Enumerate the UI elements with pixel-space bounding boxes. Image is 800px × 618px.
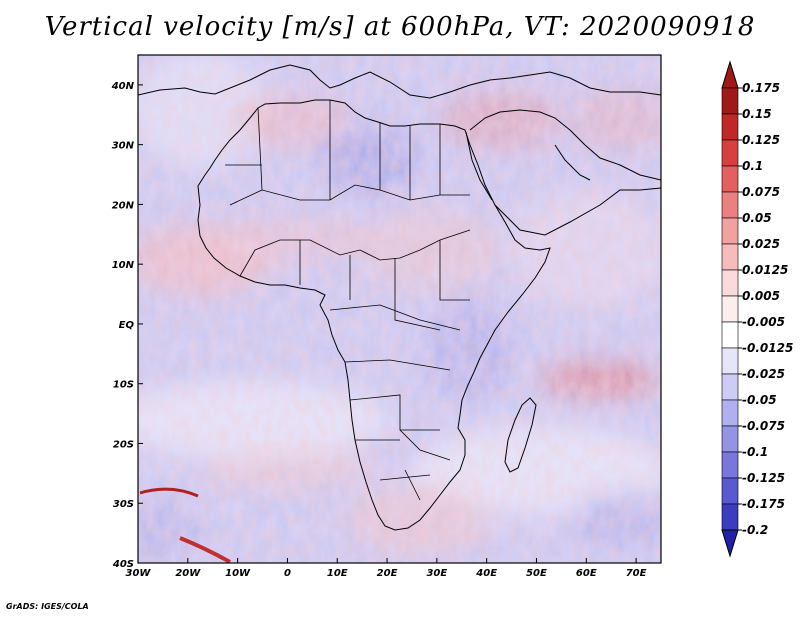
colorbar-label: 0.075 [742, 185, 780, 199]
colorbar-label: 0.005 [742, 289, 780, 303]
europe-coastline [138, 64, 661, 99]
lat-tick-label: 10N [112, 260, 135, 271]
lat-tick-label: 30S [113, 499, 134, 510]
lat-tick-label: 40N [111, 81, 135, 92]
lat-tick-label: 40S [112, 559, 134, 570]
madagascar-coastline [504, 397, 537, 473]
lat-tick-label: 30N [112, 141, 135, 152]
colorbar-swatch [721, 165, 739, 193]
lon-tick-label: 60E [576, 568, 597, 579]
lon-tick-label: 50E [526, 568, 547, 579]
colorbar-label: 0.0125 [742, 263, 788, 277]
lat-tick-label: 20S [113, 439, 134, 450]
lon-tick-label: 20W [175, 568, 201, 579]
colorbar-label: 0.175 [742, 81, 780, 95]
colorbar-label: 0.025 [742, 237, 780, 251]
country-borders [225, 100, 471, 501]
colorbar-swatch [721, 451, 739, 479]
persian-gulf [554, 144, 591, 181]
lon-tick-label: 40E [475, 568, 497, 579]
colorbar-label: 0.1 [742, 159, 763, 173]
colorbar-swatch [721, 269, 739, 297]
velocity-field [138, 55, 661, 563]
colorbar-label: -0.125 [742, 471, 785, 485]
colorbar-swatch [721, 425, 739, 453]
colorbar-swatch [721, 243, 739, 271]
border-lines-middle [239, 229, 471, 331]
colorbar-swatch [721, 295, 739, 323]
colorbar-bottom-arrow [721, 529, 739, 558]
colorbar-label: -0.075 [742, 419, 785, 433]
arabia-coastline [469, 109, 661, 236]
colorbar-label: -0.175 [742, 497, 785, 511]
colorbar-swatch [721, 139, 739, 167]
colorbar-label: -0.2 [742, 523, 768, 537]
lon-tick-label: 10W [225, 568, 251, 579]
colorbar-swatch [721, 347, 739, 375]
grads-credit: GrADS: IGES/COLA [6, 602, 89, 611]
red-sea [465, 131, 493, 201]
border-lines-north [225, 100, 470, 206]
field-texture-red [138, 55, 661, 563]
colorbar-label: -0.05 [742, 393, 777, 407]
colorbar-swatch [721, 191, 739, 219]
colorbar-swatch [721, 477, 739, 505]
lon-tick-label: 70E [626, 568, 647, 579]
longitude-axis: 30W 20W 10W 0 10E 20E 30E 40E 50E 60E 70E [126, 558, 647, 579]
colorbar-label: 0.05 [742, 211, 772, 225]
red-streak-southwest [139, 487, 199, 498]
colorbar-label: -0.005 [742, 315, 785, 329]
map-frame [137, 54, 662, 564]
lon-tick-label: 10E [327, 568, 348, 579]
colorbar-swatch [721, 217, 739, 245]
africa-coastline [197, 99, 551, 531]
colorbar-label: 0.15 [742, 107, 772, 121]
lat-tick-label: EQ [119, 320, 135, 331]
lon-tick-label: 30E [426, 568, 447, 579]
colorbar-label: 0.125 [742, 133, 780, 147]
colorbar-label: -0.1 [742, 445, 768, 459]
colorbar-swatch [721, 113, 739, 141]
colorbar-swatch [721, 399, 739, 427]
lon-tick-label: 30W [126, 568, 152, 579]
colorbar-swatch [721, 503, 739, 531]
colorbar-swatch [721, 321, 739, 349]
colorbar-label: -0.0125 [742, 341, 793, 355]
colorbar: 0.175 0.15 0.125 0.1 0.075 0.05 0.025 0.0125 0.0… [721, 60, 793, 558]
lat-tick-label: 10S [113, 380, 134, 391]
colorbar-swatch [721, 373, 739, 401]
colorbar-label: -0.025 [742, 367, 785, 381]
latitude-axis: 40N 30N 20N 10N EQ 10S 20S 30S 40S [111, 81, 143, 570]
red-streak-south [179, 536, 231, 563]
lon-tick-label: 20E [377, 568, 398, 579]
coastlines [138, 64, 661, 531]
lat-tick-label: 20N [112, 200, 135, 211]
chart-title: Vertical velocity [m/s] at 600hPa, VT: 2… [44, 12, 756, 42]
border-lines-south [344, 359, 451, 501]
lon-tick-label: 0 [284, 568, 291, 579]
colorbar-swatch [721, 87, 739, 115]
colorbar-top-arrow [721, 60, 739, 89]
